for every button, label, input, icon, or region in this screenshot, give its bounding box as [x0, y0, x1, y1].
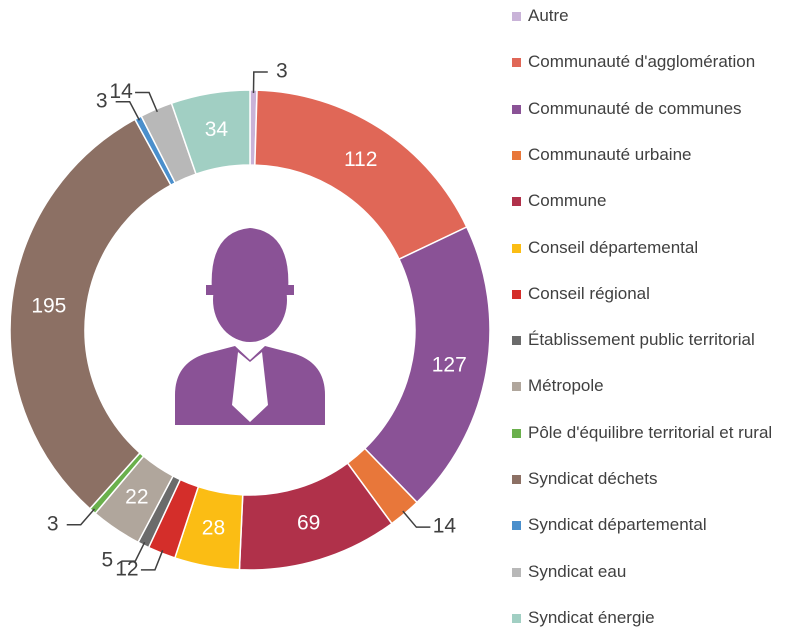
legend-label: Syndicat énergie — [528, 607, 655, 627]
legend-swatch — [512, 475, 521, 484]
data-label: 28 — [202, 517, 225, 540]
data-label: 69 — [297, 511, 320, 534]
legend-item: Syndicat départemental — [512, 515, 787, 535]
legend-item: Syndicat énergie — [512, 608, 787, 628]
person-icon — [175, 228, 325, 425]
legend-swatch — [512, 521, 521, 531]
legend-label: Communauté d'agglomération — [528, 52, 756, 72]
legend-label: Commune — [528, 191, 607, 211]
leader-line — [402, 510, 431, 528]
legend-label: Autre — [528, 6, 569, 25]
legend-label: Métropole — [528, 376, 604, 396]
legend-label: Pôle d'équilibre territorial et rural — [528, 422, 773, 442]
data-label: 195 — [31, 294, 66, 317]
legend-label: Syndicat départemental — [528, 515, 707, 535]
legend-item: Métropole — [512, 376, 787, 396]
legend-swatch — [512, 197, 521, 207]
legend-swatch — [512, 104, 521, 114]
legend-label: Conseil régional — [528, 283, 650, 303]
legend-label: Syndicat déchets — [528, 469, 658, 488]
legend-swatch — [512, 428, 521, 438]
legend-item: Syndicat eau — [512, 562, 787, 582]
legend-label: Établissement public territorial — [528, 330, 755, 350]
legend-item: Commune — [512, 191, 787, 211]
data-label: 5 — [101, 549, 113, 572]
leader-line — [135, 91, 158, 113]
legend-item: Conseil régional — [512, 284, 787, 304]
legend-item: Syndicat déchets — [512, 469, 787, 489]
data-label: 127 — [432, 354, 467, 377]
data-label: 34 — [205, 118, 229, 141]
data-label: 14 — [433, 515, 457, 538]
leader-line — [140, 550, 164, 571]
donut-segment — [170, 89, 251, 176]
data-label: 3 — [96, 89, 108, 112]
legend-swatch — [512, 289, 521, 299]
donut-segment — [9, 118, 172, 510]
legend-swatch — [512, 613, 521, 623]
legend-item: Communauté de communes — [512, 99, 787, 119]
data-label: 12 — [115, 557, 138, 580]
data-label: 14 — [109, 80, 133, 103]
legend-swatch — [512, 58, 521, 68]
legend-swatch — [512, 150, 521, 160]
legend-label: Syndicat eau — [528, 561, 627, 581]
legend-swatch — [512, 336, 521, 346]
legend-item: Pôle d'équilibre territorial et rural — [512, 423, 787, 443]
legend-item: Conseil départemental — [512, 238, 787, 258]
legend-item: Communauté d'agglomération — [512, 52, 787, 72]
legend-swatch — [512, 12, 521, 21]
legend-swatch — [512, 382, 521, 392]
data-label: 3 — [276, 60, 288, 83]
legend-item: Établissement public territorial — [512, 330, 787, 350]
legend-swatch — [512, 243, 521, 253]
donut-segment — [363, 226, 491, 504]
legend-label: Communauté de communes — [528, 98, 742, 118]
leader-line — [252, 71, 268, 94]
legend-item: Autre — [512, 6, 787, 26]
legend-swatch — [512, 567, 521, 577]
data-label: 112 — [344, 148, 377, 171]
leader-line — [121, 541, 146, 562]
legend-item: Communauté urbaine — [512, 145, 787, 165]
donut-segment — [254, 89, 468, 261]
data-label: 22 — [125, 485, 148, 508]
legend-label: Conseil départemental — [528, 237, 699, 257]
leader-line — [115, 101, 141, 121]
legend-label: Communauté urbaine — [528, 144, 692, 164]
data-label: 3 — [47, 512, 59, 535]
leader-line — [66, 508, 96, 526]
